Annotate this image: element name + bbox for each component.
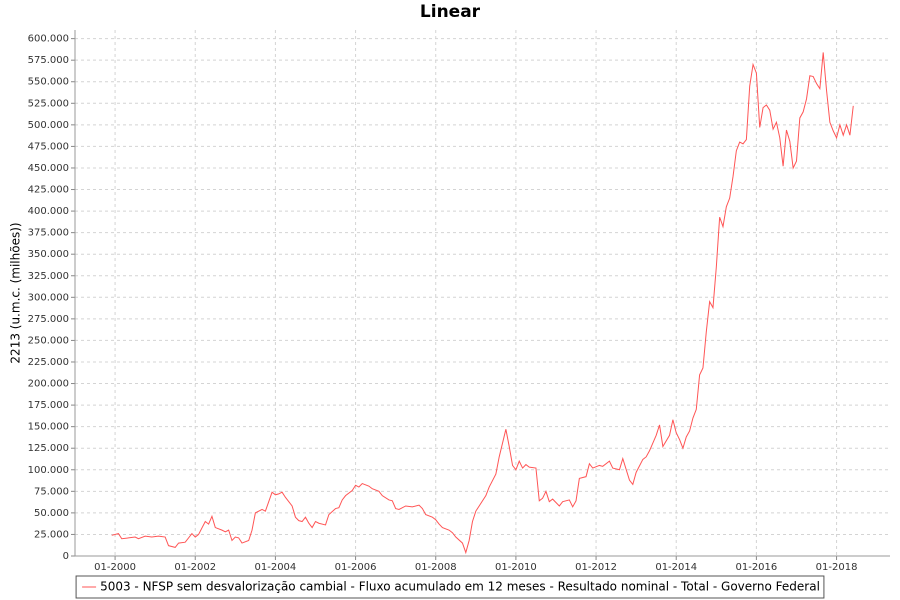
x-tick-label: 01-2010 <box>495 562 537 573</box>
y-tick-label: 150.000 <box>28 422 69 433</box>
x-tick-label: 01-2000 <box>94 562 136 573</box>
y-tick-label: 475.000 <box>28 141 69 152</box>
y-tick-label: 25.000 <box>34 529 69 540</box>
y-tick-label: 350.000 <box>28 249 69 260</box>
y-tick-label: 200.000 <box>28 379 69 390</box>
y-tick-label: 50.000 <box>34 508 69 519</box>
y-tick-label: 425.000 <box>28 185 69 196</box>
plot-area <box>75 30 890 556</box>
y-tick-label: 125.000 <box>28 443 69 454</box>
y-tick-label: 275.000 <box>28 314 69 325</box>
y-tick-label: 175.000 <box>28 400 69 411</box>
y-tick-label: 500.000 <box>28 120 69 131</box>
chart-title: Linear <box>420 2 481 22</box>
y-tick-label: 100.000 <box>28 465 69 476</box>
x-tick-label: 01-2012 <box>575 562 617 573</box>
legend-label: 5003 - NFSP sem desvalorização cambial -… <box>100 580 820 594</box>
x-tick-label: 01-2016 <box>735 562 777 573</box>
y-tick-label: 525.000 <box>28 98 69 109</box>
x-tick-label: 01-2008 <box>415 562 457 573</box>
y-tick-label: 325.000 <box>28 271 69 282</box>
x-tick-label: 01-2018 <box>816 562 858 573</box>
y-tick-label: 0 <box>63 551 69 562</box>
y-tick-label: 550.000 <box>28 77 69 88</box>
x-tick-label: 01-2014 <box>655 562 697 573</box>
y-tick-label: 250.000 <box>28 335 69 346</box>
x-tick-label: 01-2002 <box>174 562 216 573</box>
y-tick-label: 75.000 <box>34 486 69 497</box>
y-tick-label: 450.000 <box>28 163 69 174</box>
y-tick-label: 575.000 <box>28 55 69 66</box>
x-tick-label: 01-2004 <box>255 562 297 573</box>
y-tick-label: 300.000 <box>28 292 69 303</box>
y-axis-label: 2213 (u.m.c. (milhões)) <box>9 222 23 363</box>
y-tick-label: 600.000 <box>28 34 69 45</box>
series-line <box>111 52 854 555</box>
y-tick-label: 400.000 <box>28 206 69 217</box>
y-tick-label: 375.000 <box>28 228 69 239</box>
legend-box <box>75 575 825 599</box>
y-tick-label: 225.000 <box>28 357 69 368</box>
x-tick-label: 01-2006 <box>335 562 377 573</box>
